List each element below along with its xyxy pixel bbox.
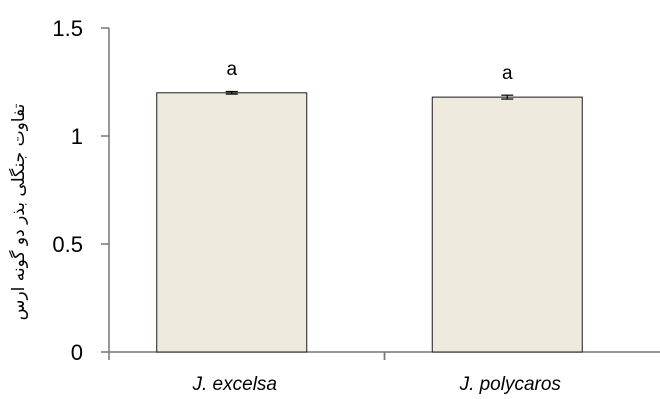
bars bbox=[156, 92, 583, 353]
y-axis-title: تفاوت جنگلی بذر دو گونه ارس bbox=[8, 103, 29, 320]
significance-label: a bbox=[502, 63, 513, 84]
labels: a J. excelsa a J. polycaros bbox=[192, 59, 562, 395]
x-tick-label: J. polycaros bbox=[459, 374, 562, 395]
bar bbox=[431, 96, 583, 353]
y-tick-label: 0 bbox=[71, 340, 83, 365]
error-bars bbox=[225, 90, 514, 100]
y-tick-label: 0.5 bbox=[52, 232, 83, 257]
x-ticks bbox=[108, 352, 386, 360]
x-tick-label: J. excelsa bbox=[192, 374, 277, 395]
significance-label: a bbox=[226, 59, 237, 80]
y-ticks: 0 0.5 1 1.5 bbox=[52, 16, 109, 365]
y-tick-label: 1 bbox=[71, 124, 83, 149]
bar bbox=[156, 92, 308, 353]
y-tick-label: 1.5 bbox=[52, 16, 83, 41]
